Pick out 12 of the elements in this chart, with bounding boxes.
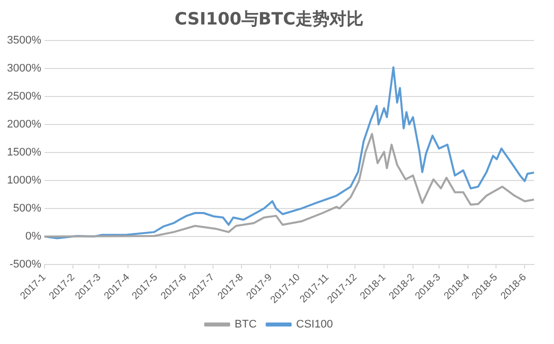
y-tick-label: 2000% xyxy=(6,118,42,130)
y-tick-label: 1000% xyxy=(6,174,42,187)
y-tick-label: 0% xyxy=(25,230,42,243)
legend-label: BTC xyxy=(234,318,257,331)
y-tick-label: 500% xyxy=(13,202,42,215)
y-tick-label: 1500% xyxy=(6,146,42,159)
y-tick-label: 3000% xyxy=(6,62,42,74)
y-tick-label: -500% xyxy=(9,258,42,271)
legend-label: CSI100 xyxy=(296,318,333,331)
y-tick-label: 3500% xyxy=(6,34,42,46)
y-tick-label: 2500% xyxy=(6,90,42,102)
chart-title: CSI100与BTC走势对比 xyxy=(174,10,364,30)
